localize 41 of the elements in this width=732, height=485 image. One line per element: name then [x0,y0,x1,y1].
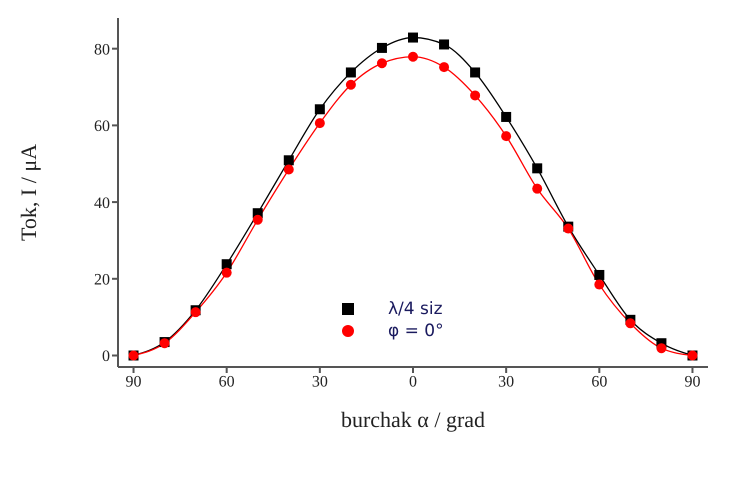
y-tick-label: 0 [102,348,110,366]
point [594,270,604,280]
y-tick-label: 60 [94,118,110,136]
point [408,52,418,62]
x-tick-label: 0 [409,373,417,390]
x-tick-label: 90 [684,373,700,390]
legend-label: λ/4 siz [388,299,443,319]
point [408,32,418,43]
point [252,214,263,225]
point [346,80,356,90]
point [222,259,232,270]
point [532,184,542,194]
point [656,343,666,354]
point [594,280,604,290]
point [376,58,387,68]
point [470,90,480,100]
y-tick-label: 80 [94,41,110,58]
point [501,112,512,122]
point [284,155,294,166]
y-tick-label: 20 [94,271,110,288]
point [439,62,450,72]
point [625,318,636,328]
point [532,163,542,174]
point [314,118,325,128]
x-tick-label: 60 [218,373,235,390]
y-tick-label: 40 [94,194,110,212]
point [501,131,512,142]
y-axis-title: Tok, I / μA [16,144,41,242]
x-axis-title: burchak α / grad [340,407,486,432]
x-tick-label: 30 [312,373,328,390]
point [222,268,232,278]
point [470,67,480,78]
legend-label: φ = 0° [388,321,444,341]
point [376,42,387,53]
point [439,39,450,50]
point [346,67,356,78]
x-tick-label: 90 [126,373,142,390]
x-tick-label: 30 [498,373,514,390]
x-tick-label: 60 [591,373,608,390]
point [284,164,294,174]
point [314,104,325,114]
